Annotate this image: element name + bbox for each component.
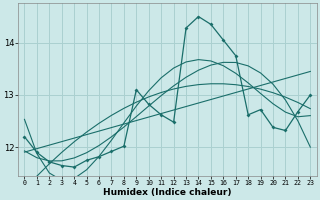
X-axis label: Humidex (Indice chaleur): Humidex (Indice chaleur) (103, 188, 232, 197)
